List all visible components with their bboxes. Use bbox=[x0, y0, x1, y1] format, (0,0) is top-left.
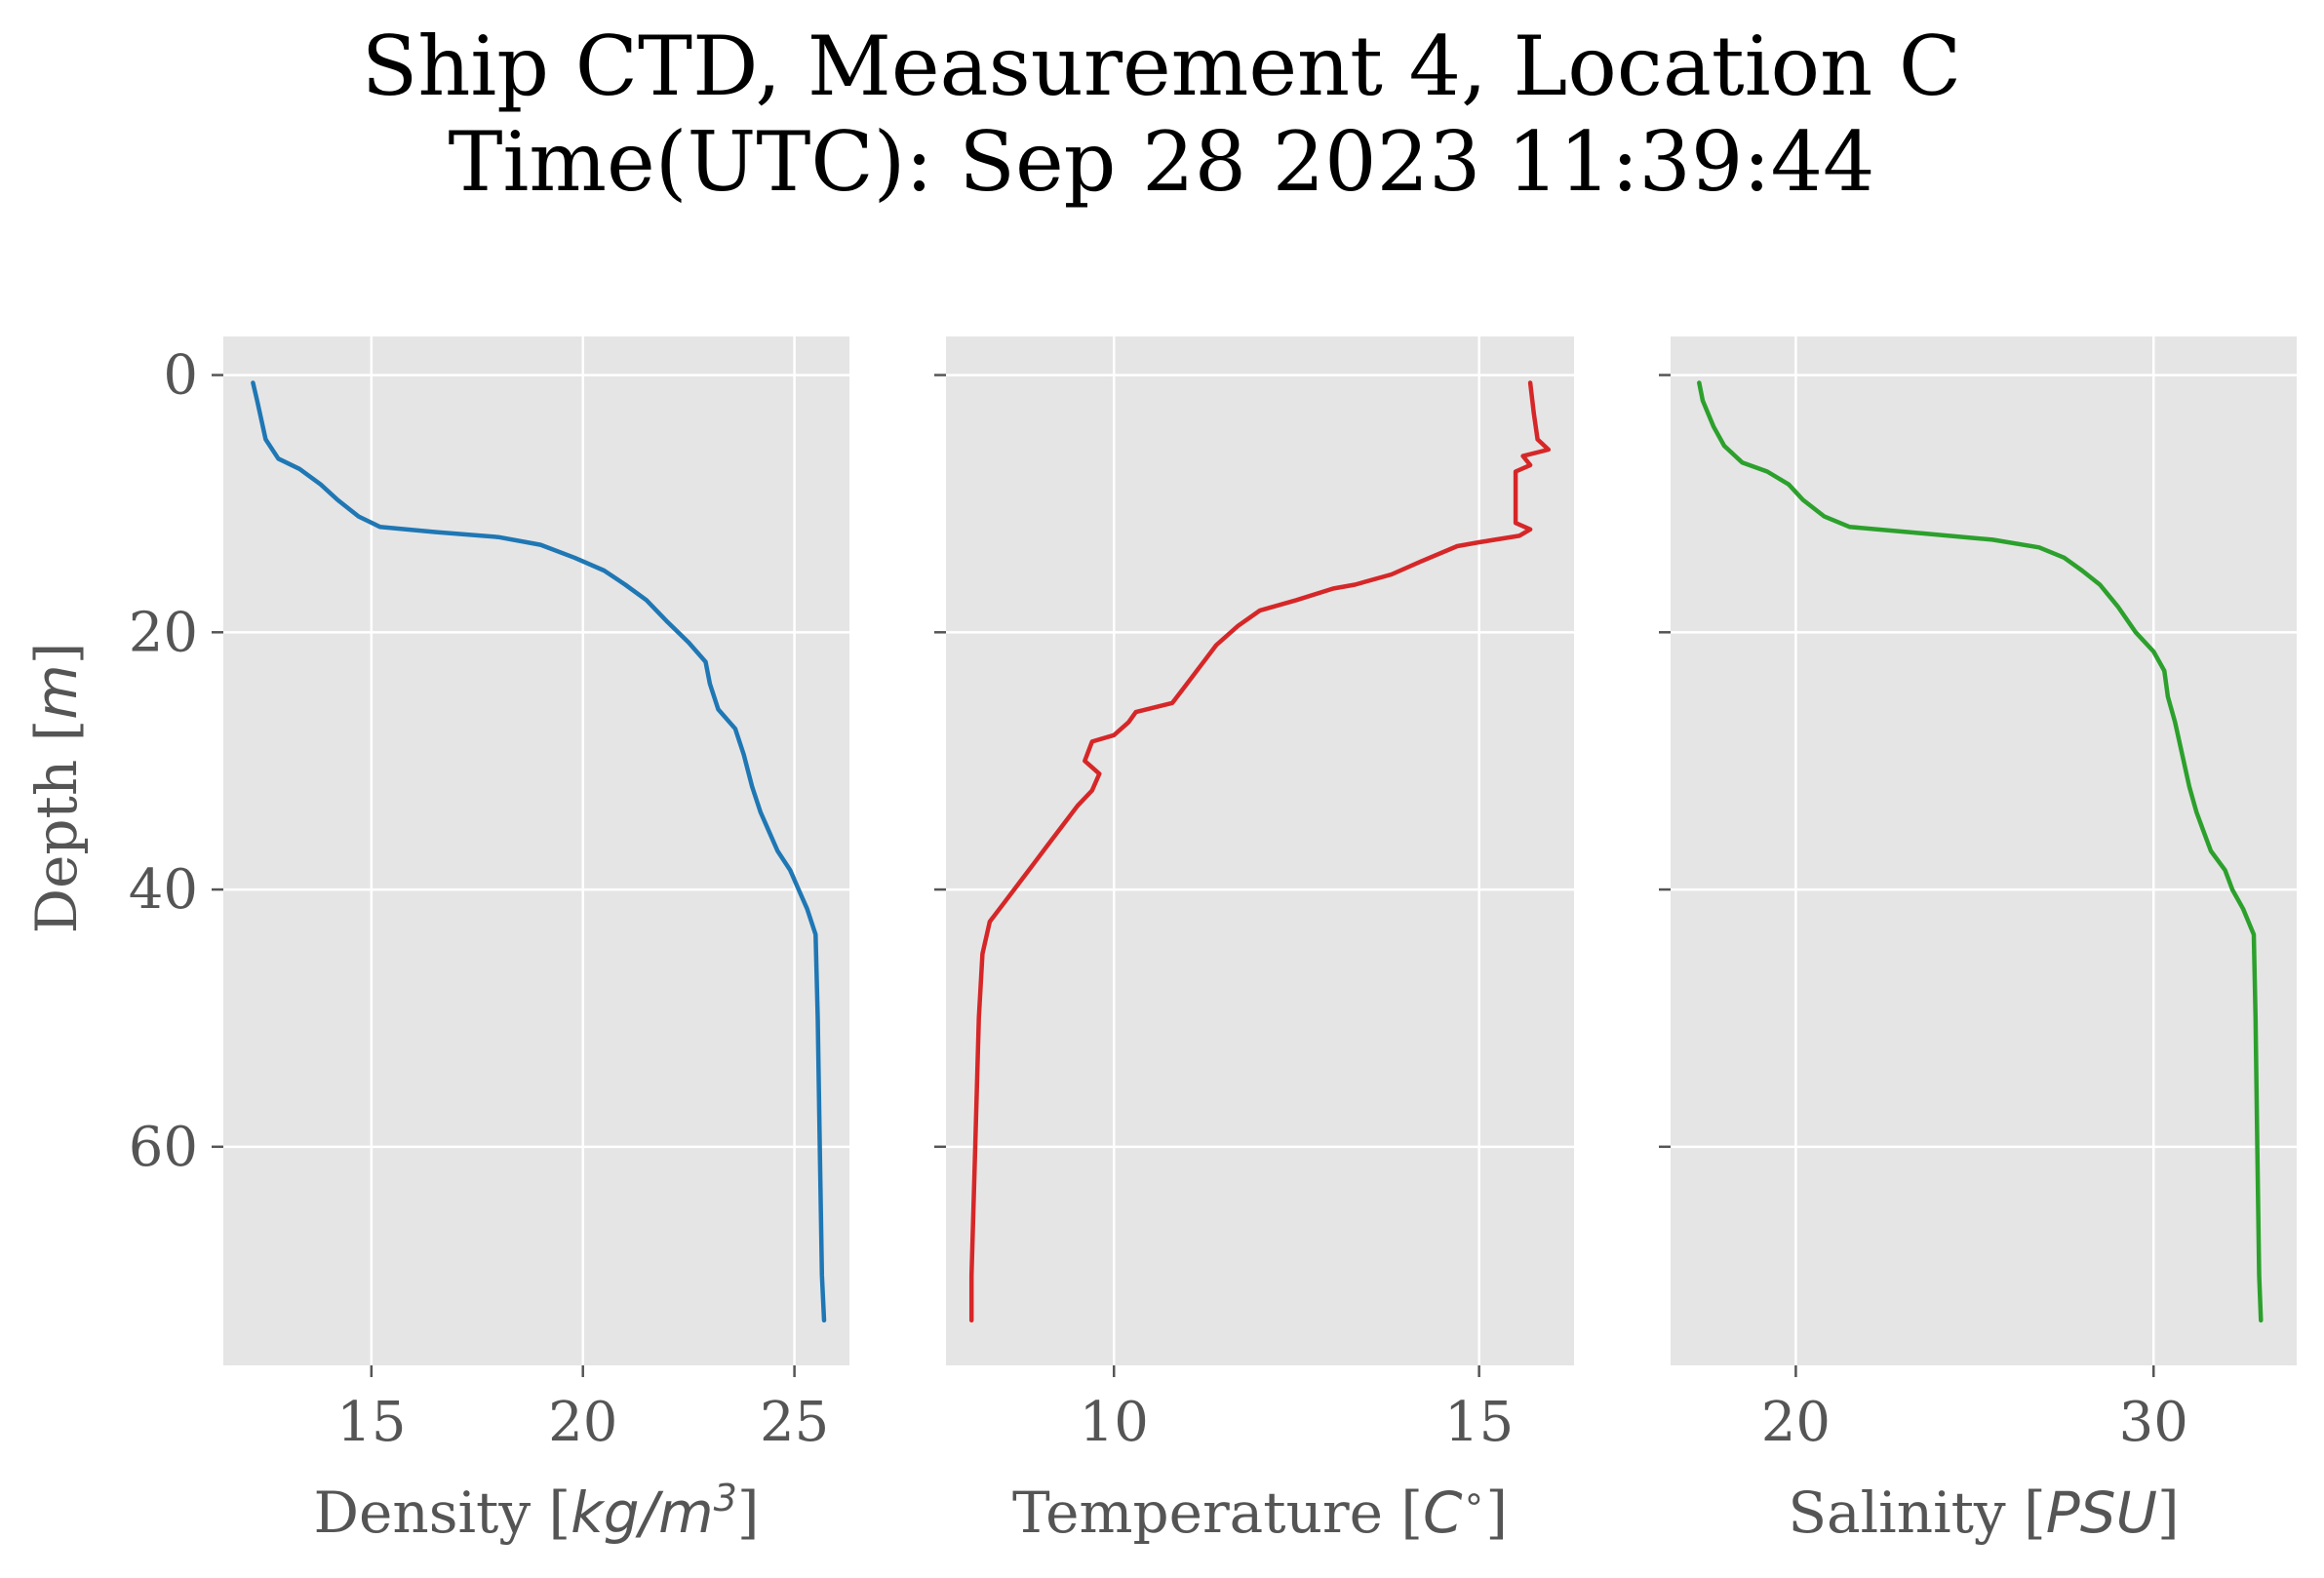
temperature-plot-area bbox=[946, 336, 1574, 1365]
temperature-x-axis-label: Temperature [C∘] bbox=[1012, 1477, 1508, 1546]
density-profile-line bbox=[251, 380, 827, 1323]
temperature-xtick-label-10: 10 bbox=[1080, 1391, 1149, 1454]
figure-title-line-1: Ship CTD, Measurement 4, Location C bbox=[362, 19, 1961, 114]
y-axis-label-unit: m bbox=[23, 664, 90, 720]
figure-title-line-2: Time(UTC): Sep 28 2023 11:39:44 bbox=[449, 114, 1875, 210]
temperature-profile-line bbox=[968, 380, 1552, 1323]
temperature-x-axis-label-end: ] bbox=[1485, 1479, 1508, 1546]
density-plot-area bbox=[223, 336, 849, 1365]
salinity-xtick-label-20: 20 bbox=[1761, 1391, 1831, 1454]
ytick-label-20: 20 bbox=[129, 601, 198, 664]
salinity-x-axis-label-text: Salinity [ bbox=[1788, 1479, 2045, 1546]
density-xtick-label-15: 15 bbox=[336, 1391, 406, 1454]
density-x-axis-label-superscript: 3 bbox=[714, 1477, 737, 1519]
temperature-xtick-label-15: 15 bbox=[1444, 1391, 1514, 1454]
y-axis-label: Depth [m] bbox=[23, 643, 90, 934]
density-x-axis-label-end: ] bbox=[737, 1479, 760, 1546]
density-x-axis-label-text: Density [ bbox=[314, 1479, 571, 1546]
ytick-label-60: 60 bbox=[129, 1116, 198, 1179]
density-xtick-label-20: 20 bbox=[548, 1391, 617, 1454]
y-axis-label-end: ] bbox=[23, 643, 90, 665]
y-axis-label-text: Depth [ bbox=[23, 720, 90, 934]
temperature-x-axis-label-text: Temperature [ bbox=[1012, 1479, 1423, 1546]
temperature-x-axis-label-unit: C bbox=[1423, 1479, 1463, 1546]
salinity-plot-area bbox=[1671, 336, 2297, 1365]
salinity-x-axis-label-unit: PSU bbox=[2046, 1479, 2157, 1546]
density-xtick-label-25: 25 bbox=[760, 1391, 829, 1454]
density-x-axis-label: Density [kg/m3] bbox=[314, 1477, 760, 1546]
density-x-axis-label-unit: kg/m bbox=[571, 1479, 713, 1546]
temperature-x-axis-label-superscript: ∘ bbox=[1463, 1477, 1486, 1519]
salinity-x-axis-label: Salinity [PSU] bbox=[1788, 1479, 2179, 1546]
salinity-profile-line bbox=[1697, 380, 2264, 1323]
ytick-label-40: 40 bbox=[129, 858, 198, 922]
salinity-x-axis-label-end: ] bbox=[2157, 1479, 2180, 1546]
salinity-xtick-label-30: 30 bbox=[2119, 1391, 2188, 1454]
salinity-panel: 20 30 Salinity [PSU] bbox=[1659, 336, 2297, 1546]
ytick-label-0: 0 bbox=[163, 344, 198, 408]
temperature-panel: 10 15 Temperature [C∘] bbox=[934, 336, 1574, 1546]
